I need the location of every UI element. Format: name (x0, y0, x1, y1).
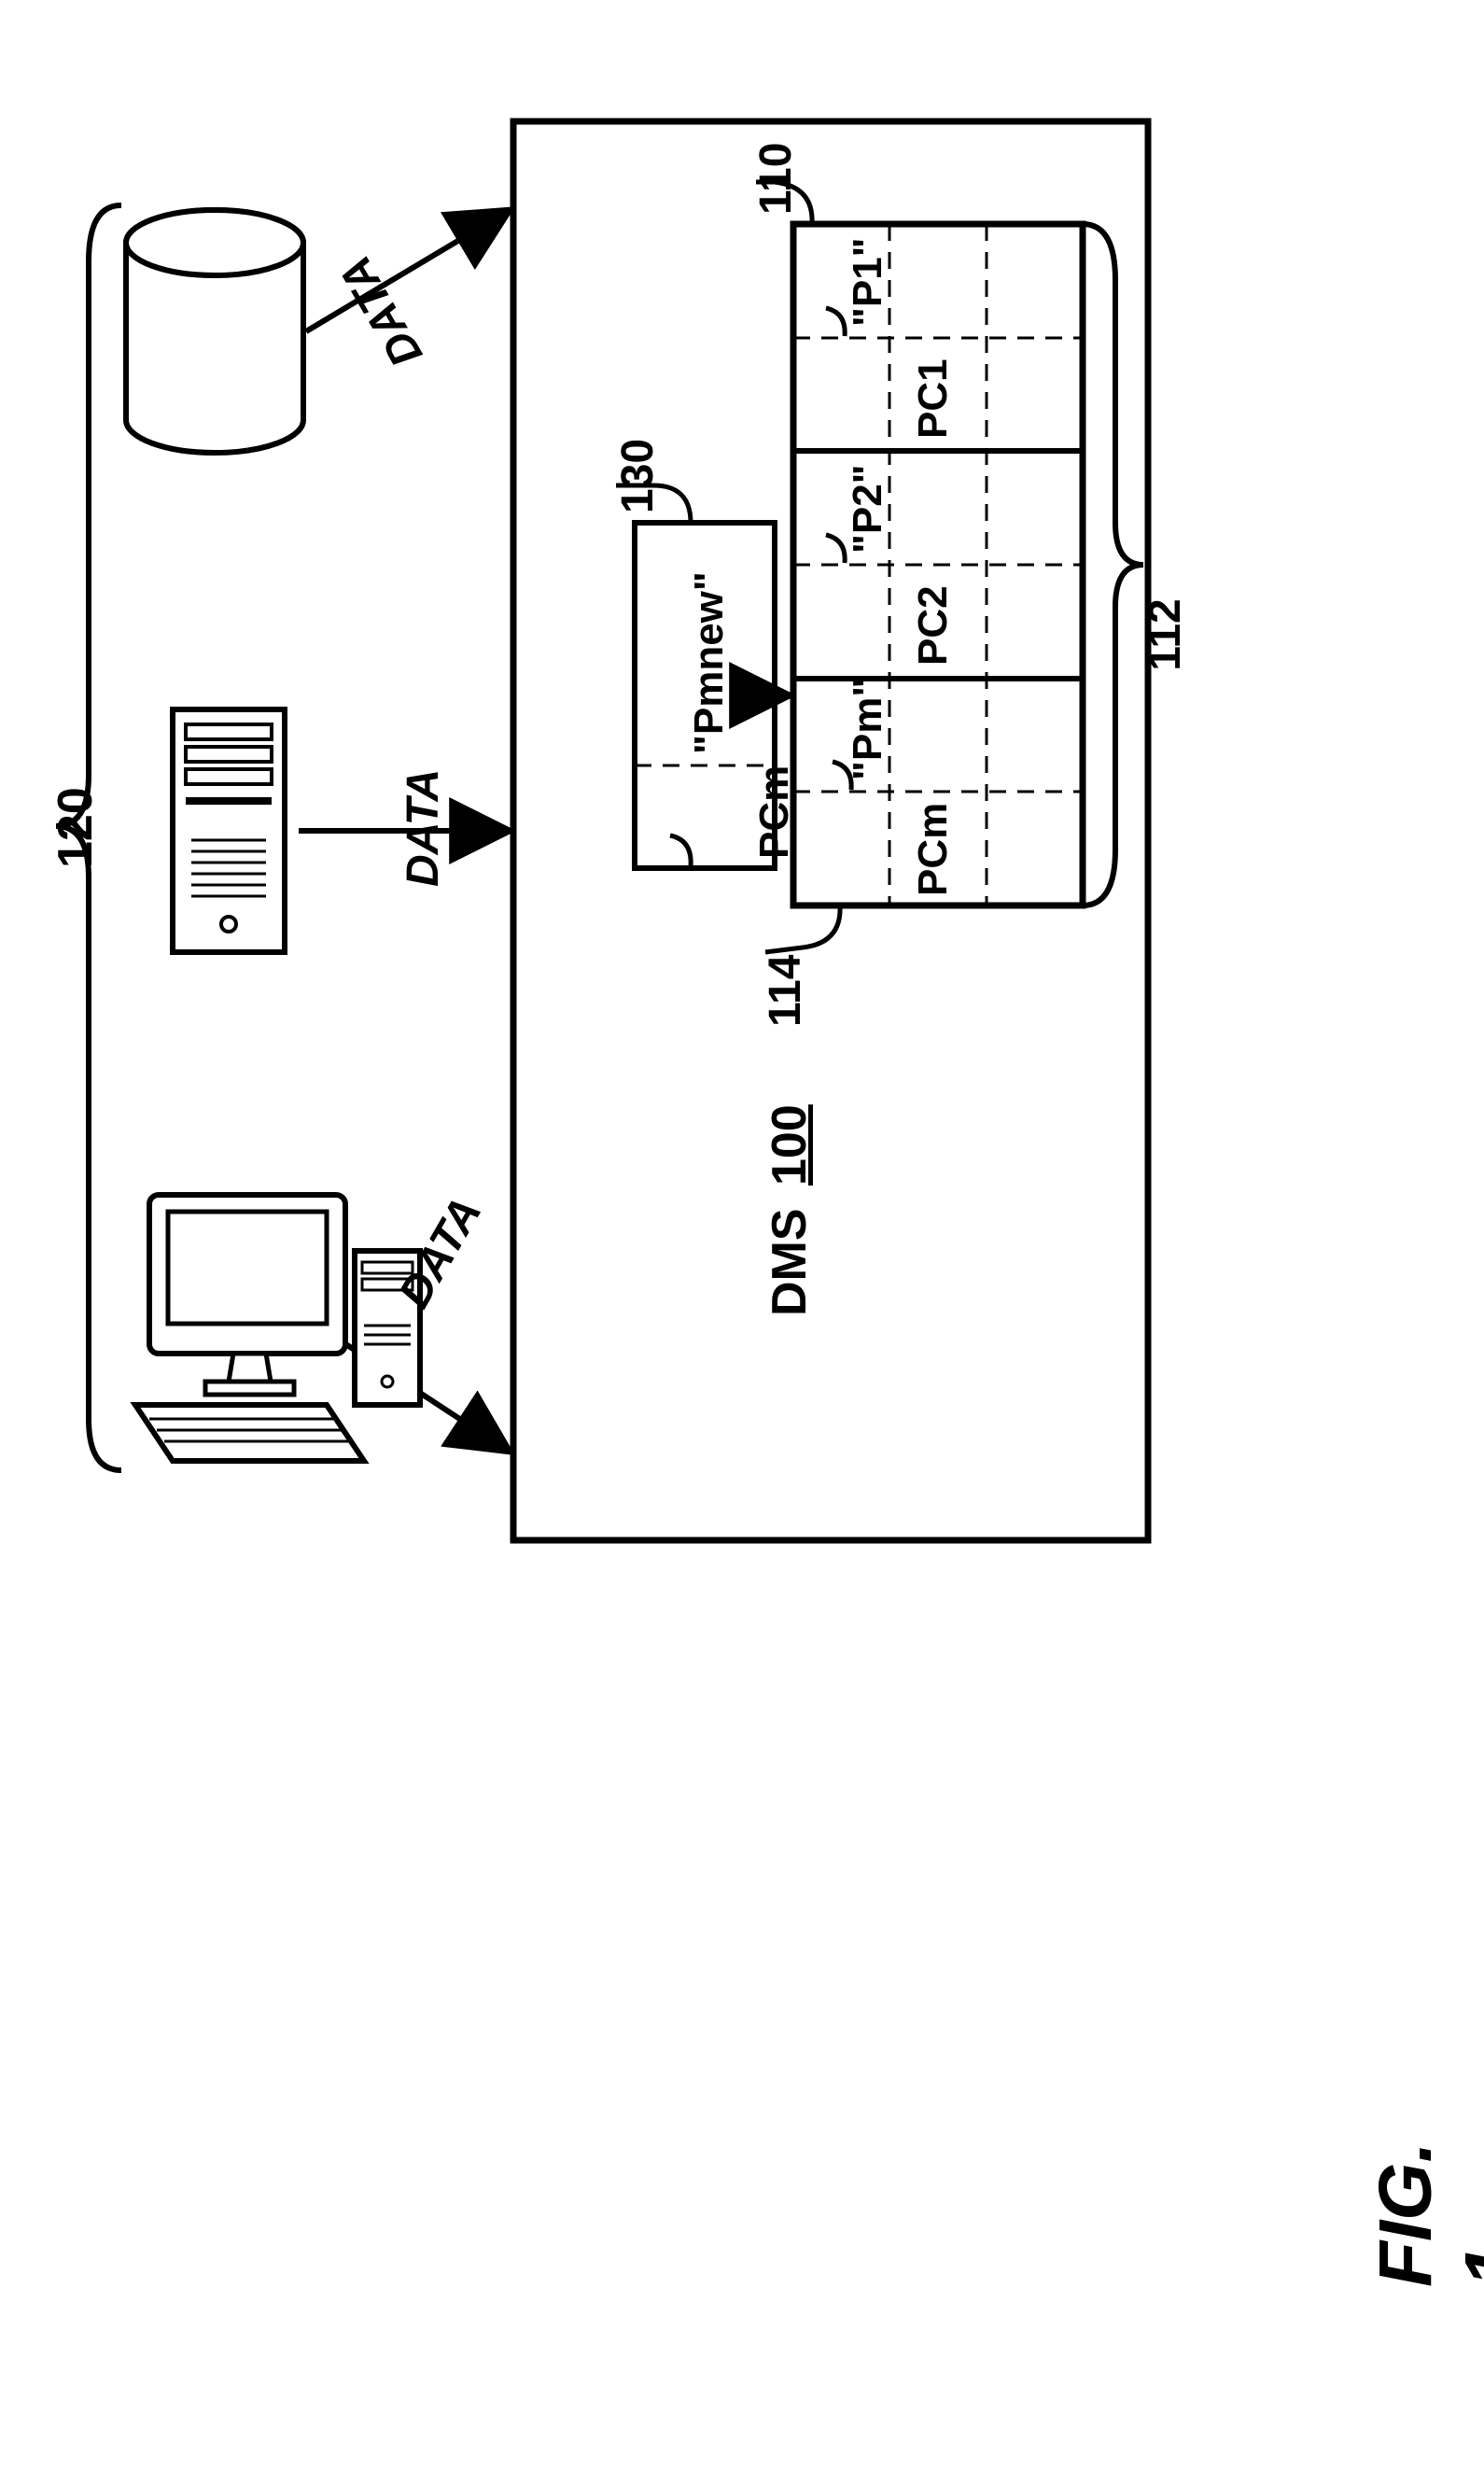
ref-110: 110 (754, 143, 799, 215)
dms-ref-100: 100 (765, 1104, 814, 1186)
page: FIG. 1 (0, 0, 1484, 2470)
ref-114: 114 (763, 955, 808, 1027)
cell-pc2: PC2 (913, 585, 954, 666)
cell-pm: "Pm" (847, 678, 889, 780)
ref-120: 120 (51, 787, 100, 868)
cell-pmnew: "Pmnew" (689, 571, 730, 754)
ref-112: 112 (1143, 598, 1188, 670)
ref-130: 130 (616, 439, 661, 513)
cell-p1: "P1" (847, 237, 889, 327)
cell-p2: "P2" (847, 464, 889, 554)
data-label-2: DATA (401, 769, 446, 887)
cell-pc1: PC1 (913, 358, 954, 439)
cell-pcm: PCm (913, 803, 954, 896)
diagram-svg (0, 0, 1484, 2470)
cell-pcm-130: PCm (754, 765, 795, 859)
dms-label: DMS (765, 1208, 814, 1316)
